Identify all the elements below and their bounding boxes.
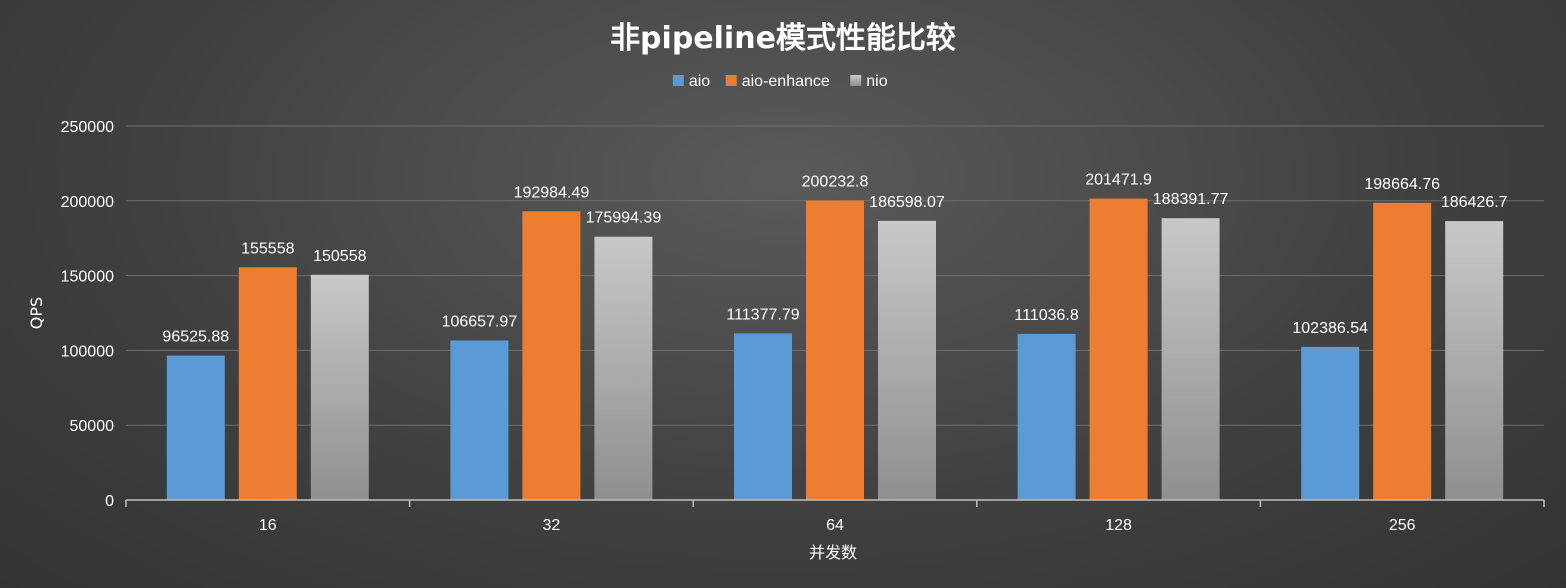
bar-aio-64 [734,333,792,500]
y-tick-label: 200000 [61,194,114,211]
bar-aio-128 [1017,333,1076,500]
chart-title: 非pipeline模式性能比较 [610,21,956,56]
y-tick-label: 150000 [61,269,114,286]
data-label-nio-16: 150558 [313,248,366,265]
y-tick-label: 250000 [61,119,114,136]
data-label-aio-128: 111036.8 [1014,307,1078,324]
x-tick-label-128: 128 [1105,517,1132,534]
x-tick-label-32: 32 [543,517,561,534]
bar-aio-256 [1301,346,1360,500]
data-label-aio-32: 106657.97 [442,313,518,330]
bar-aio-enhance-128 [1089,198,1148,501]
data-label-nio-256: 186426.7 [1441,194,1508,211]
data-label-aio-enhance-16: 155558 [241,240,294,257]
data-label-aio-enhance-256: 198664.76 [1364,176,1440,193]
y-axis-ticks: 0 50000 100000 150000 200000 250000 [61,119,114,510]
bar-aio-32 [450,340,509,500]
data-label-nio-32: 175994.39 [586,210,662,227]
legend-item-aio-enhance: aio-enhance [725,73,830,90]
y-tick-label: 50000 [70,418,115,435]
legend-swatch-aio [672,75,684,86]
bar-aio-enhance-256 [1373,202,1432,500]
legend: aio aio-enhance nio [672,73,888,90]
bar-nio-32 [594,236,653,500]
data-label-aio-enhance-32: 192984.49 [514,184,590,201]
legend-swatch-aio-enhance [725,75,737,86]
x-axis: 16 32 64 128 256 [125,499,1545,534]
data-labels: 96525.88 155558 150558 106657.97 192984.49 17… [162,172,1507,346]
legend-label-aio: aio [689,73,710,90]
x-axis-title: 并发数 [809,543,857,562]
data-label-nio-128: 188391.77 [1153,191,1229,208]
data-label-aio-16: 96525.88 [162,329,229,346]
bars [166,198,1504,501]
legend-item-nio: nio [850,73,888,90]
data-label-aio-enhance-64: 200232.8 [802,173,869,190]
legend-item-aio: aio [672,73,710,90]
bar-nio-16 [310,274,369,500]
y-tick-label: 0 [105,493,114,510]
x-tick-label-16: 16 [259,517,277,534]
bar-aio-enhance-16 [238,267,297,500]
bar-aio-16 [166,355,225,500]
bar-aio-enhance-32 [522,211,581,500]
y-axis-title: QPS [27,297,46,329]
data-label-aio-64: 111377.79 [726,306,799,323]
bar-nio-256 [1445,221,1504,500]
bar-nio-128 [1161,218,1220,501]
data-label-aio-enhance-128: 201471.9 [1085,172,1152,189]
data-label-aio-256: 102386.54 [1292,320,1368,337]
y-tick-label: 100000 [61,343,114,360]
legend-swatch-nio [850,75,862,86]
bar-aio-enhance-64 [806,200,864,501]
legend-label-nio: nio [866,73,887,90]
legend-label-aio-enhance: aio-enhance [742,73,830,90]
x-tick-label-256: 256 [1389,517,1416,534]
bar-nio-64 [878,220,936,500]
x-tick-label-64: 64 [826,517,844,534]
data-label-nio-64: 186598.07 [869,194,945,211]
